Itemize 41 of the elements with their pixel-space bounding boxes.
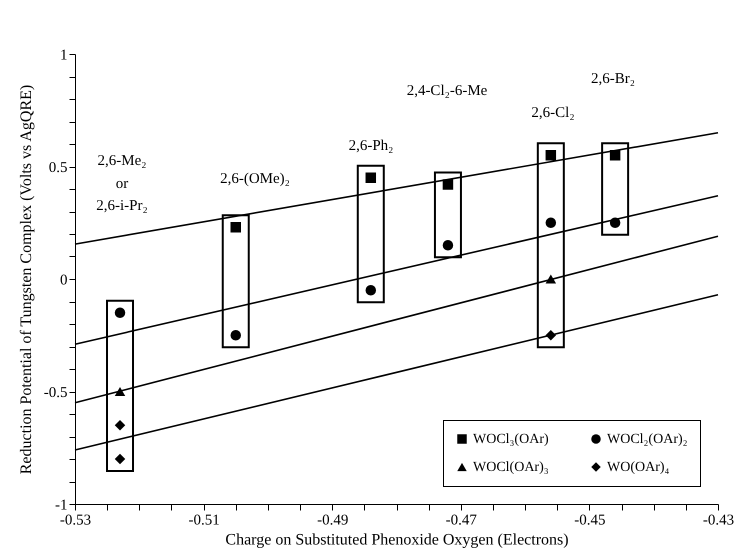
point xyxy=(610,218,620,228)
annotation: 2,6-Br₂ xyxy=(591,71,635,87)
annotation: 2,6-Me₂ xyxy=(98,153,146,169)
annotation: 2,6-i-Pr₂ xyxy=(96,198,148,214)
annotation: or xyxy=(116,176,128,192)
point xyxy=(114,308,126,318)
x-tick-label: -0.43 xyxy=(702,512,734,528)
annotation: 2,6-(OMe)₂ xyxy=(220,171,290,187)
annotation: 2,6-Cl₂ xyxy=(531,105,575,121)
y-axis-title: Reduction Potential of Tungsten Complex (Volts vs AgQRE) xyxy=(18,84,35,474)
point xyxy=(114,454,126,464)
y-tick-label: -1 xyxy=(55,498,68,514)
y-tick-label: 0.5 xyxy=(48,160,68,176)
x-tick-label: -0.47 xyxy=(446,512,478,528)
point xyxy=(114,420,126,430)
legend-label: WOCl₂(OAr)₂ xyxy=(607,432,688,447)
annotation: 2,4-Cl₂-6-Me xyxy=(406,83,488,99)
x-tick-label: -0.49 xyxy=(317,512,348,528)
legend-label: WOCl₃(OAr) xyxy=(473,432,549,447)
point xyxy=(546,218,556,228)
point xyxy=(610,150,620,160)
point xyxy=(230,222,241,232)
point xyxy=(546,150,556,160)
point xyxy=(230,330,241,340)
point xyxy=(114,386,126,396)
point xyxy=(366,285,376,296)
point xyxy=(442,240,454,250)
x-tick-label: -0.53 xyxy=(60,512,92,528)
x-axis-title: Charge on Substituted Phenoxide Oxygen (Electrons) xyxy=(225,532,569,548)
y-tick-label: -0.5 xyxy=(44,385,68,401)
y-tick-label: 1 xyxy=(60,48,68,64)
point xyxy=(546,274,556,284)
x-tick-label: -0.51 xyxy=(188,512,220,528)
annotation: 2,6-Ph₂ xyxy=(348,138,394,154)
legend-label: WOCl(OAr)₃ xyxy=(473,460,549,475)
legend-label: WO(OAr)₄ xyxy=(607,460,670,475)
point xyxy=(442,179,454,190)
point xyxy=(546,330,556,340)
x-tick-label: -0.45 xyxy=(574,512,606,528)
y-tick-label: 0 xyxy=(60,272,68,288)
point xyxy=(366,172,376,183)
